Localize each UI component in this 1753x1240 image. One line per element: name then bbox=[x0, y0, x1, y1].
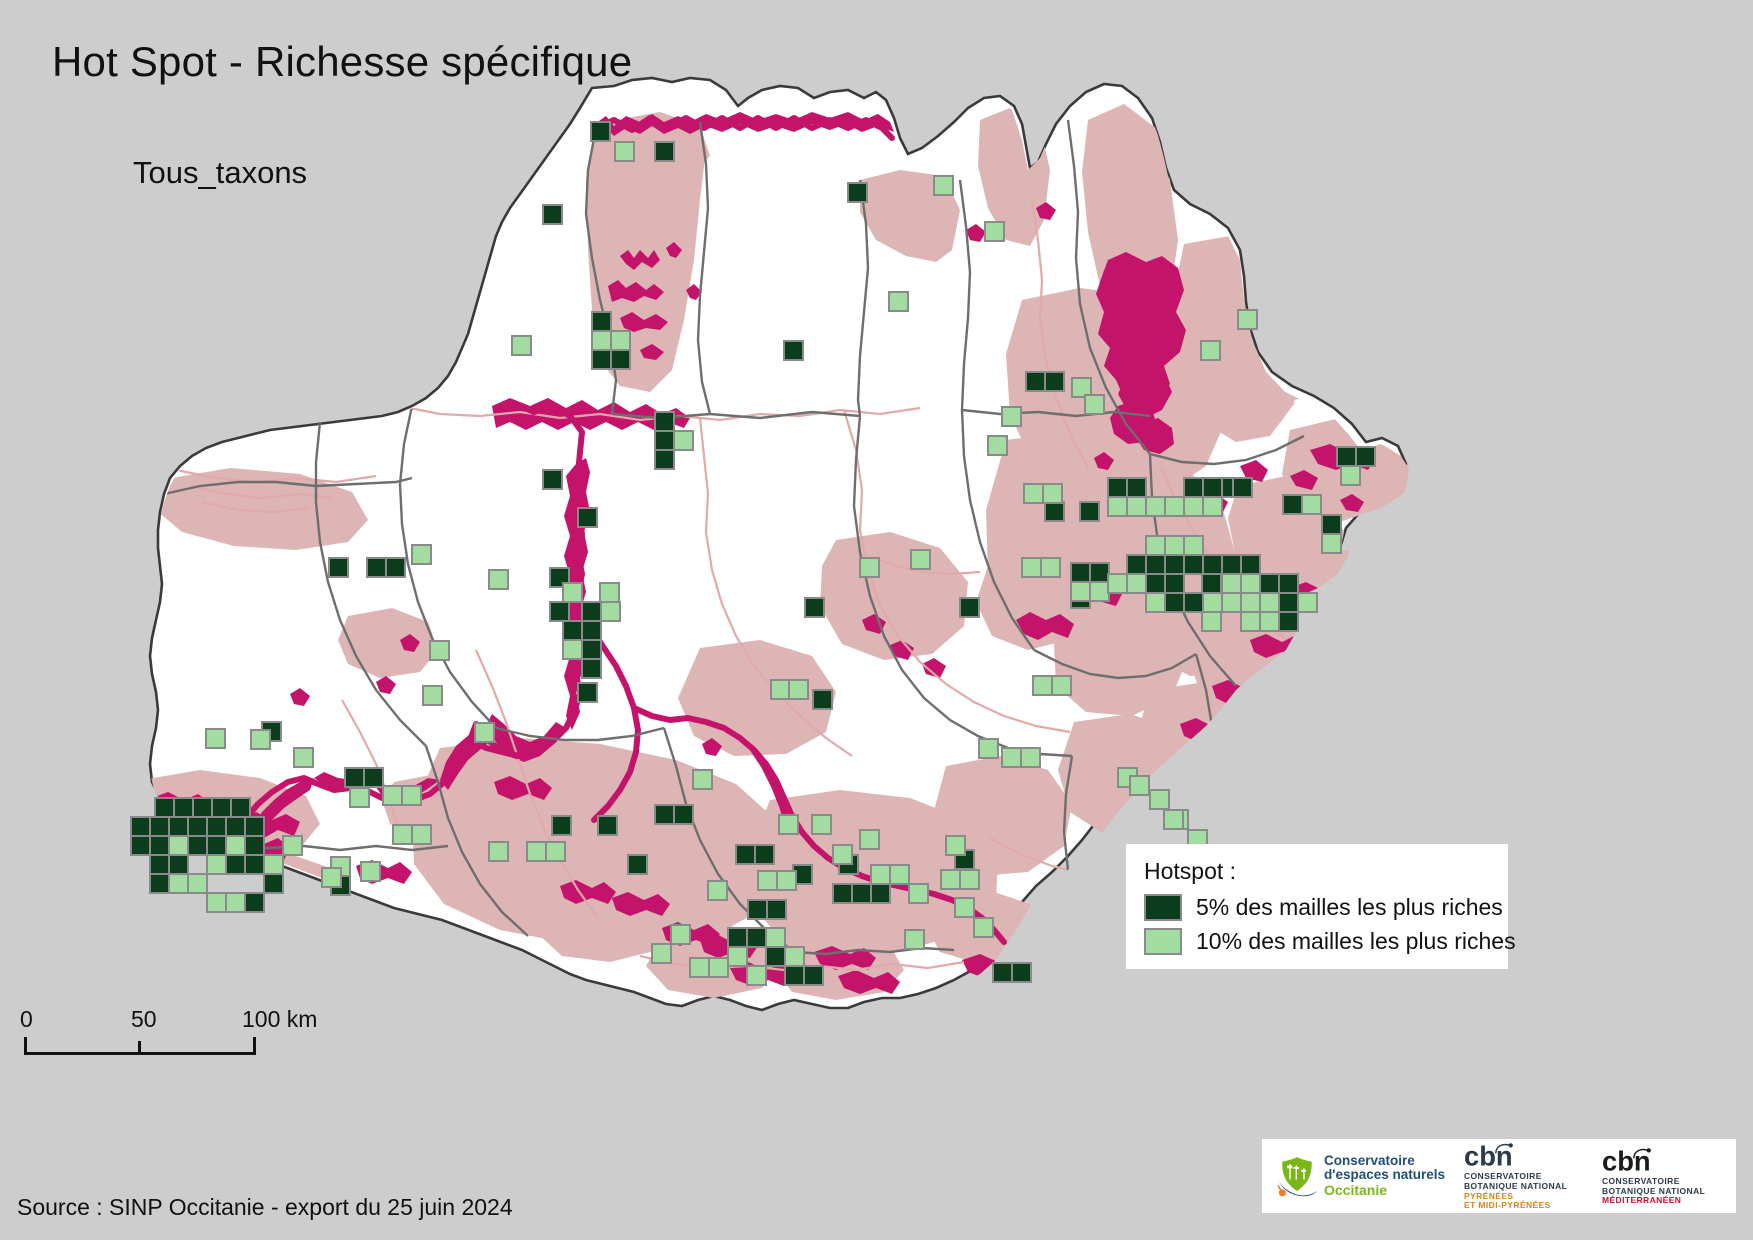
cen-shield-icon bbox=[1277, 1155, 1318, 1197]
svg-text:cbn: cbn bbox=[1464, 1141, 1513, 1171]
cen-line-1: Conservatoire bbox=[1324, 1152, 1415, 1168]
cen-line-2: d'espaces naturels bbox=[1324, 1167, 1446, 1183]
legend-label-5pct: 5% des mailles les plus riches bbox=[1196, 894, 1503, 920]
logo-bar: Conservatoire d'espaces naturels Occitan… bbox=[1262, 1139, 1736, 1213]
legend-panel: Hotspot : 5% des mailles les plus riches… bbox=[1126, 844, 1516, 969]
cbn-pyr-line-3: PYRÉNÉES bbox=[1464, 1190, 1514, 1201]
cen-line-3: Occitanie bbox=[1324, 1182, 1388, 1199]
legend-item-5pct[interactable]: 5% des mailles les plus riches bbox=[1144, 894, 1503, 921]
hotspot-cells-layer bbox=[130, 121, 1376, 986]
scale-bar: 0 50 100 km bbox=[20, 1006, 317, 1066]
cbn-med-line-2: BOTANIQUE NATIONAL bbox=[1602, 1185, 1706, 1196]
source-caption: Source : SINP Occitanie - export du 25 j… bbox=[17, 1194, 513, 1220]
cbn-pyr-line-2: BOTANIQUE NATIONAL bbox=[1464, 1180, 1568, 1191]
legend-label-10pct: 10% des mailles les plus riches bbox=[1196, 928, 1516, 954]
scale-bar-labels: 0 50 100 km bbox=[20, 1006, 317, 1032]
cen-logo-text: Conservatoire d'espaces naturels Occitan… bbox=[1324, 1152, 1446, 1199]
scale-bar-tick-start bbox=[24, 1037, 27, 1054]
cbn-med-line-1: CONSERVATOIRE bbox=[1602, 1176, 1680, 1187]
cbn-mediterraneen-subtitle: CONSERVATOIRE BOTANIQUE NATIONAL MÉDITER… bbox=[1602, 1177, 1705, 1206]
scale-tick-label-0: 0 bbox=[20, 1006, 33, 1032]
dark-green-swatch-icon bbox=[1144, 894, 1182, 921]
cbn-pyr-line-4: ET MIDI-PYRÉNÉES bbox=[1464, 1200, 1551, 1211]
logo-cbn-mediterraneen: cbn CONSERVATOIRE BOTANIQUE NATIONAL MÉD… bbox=[1596, 1139, 1734, 1213]
svg-text:cbn: cbn bbox=[1602, 1146, 1651, 1176]
legend-title: Hotspot : bbox=[1144, 858, 1237, 884]
logo-cen-occitanie: Conservatoire d'espaces naturels Occitan… bbox=[1262, 1139, 1458, 1213]
scale-tick-label-50: 50 bbox=[131, 1006, 157, 1032]
cbn-wordmark-icon: cbn bbox=[1464, 1141, 1513, 1171]
scale-bar-graphic bbox=[24, 1037, 256, 1055]
map-subtitle: Tous_taxons bbox=[133, 155, 308, 190]
light-green-swatch-icon bbox=[1144, 928, 1182, 955]
scale-bar-tick-end bbox=[253, 1037, 256, 1054]
scale-bar-tick-mid bbox=[138, 1041, 141, 1054]
cbn-wordmark-icon: cbn bbox=[1602, 1146, 1651, 1176]
logo-cbn-pyrenees: cbn CONSERVATOIRE BOTANIQUE NATIONAL PYR… bbox=[1458, 1139, 1596, 1213]
cbn-pyrenees-subtitle: CONSERVATOIRE BOTANIQUE NATIONAL PYRÉNÉE… bbox=[1464, 1172, 1567, 1210]
scale-tick-label-100: 100 km bbox=[242, 1006, 318, 1032]
cbn-pyr-line-1: CONSERVATOIRE bbox=[1464, 1171, 1542, 1182]
cbn-med-line-3: MÉDITERRANÉEN bbox=[1602, 1195, 1682, 1206]
legend-item-10pct[interactable]: 10% des mailles les plus riches bbox=[1144, 928, 1516, 955]
page-title: Hot Spot - Richesse spécifique bbox=[52, 38, 633, 85]
